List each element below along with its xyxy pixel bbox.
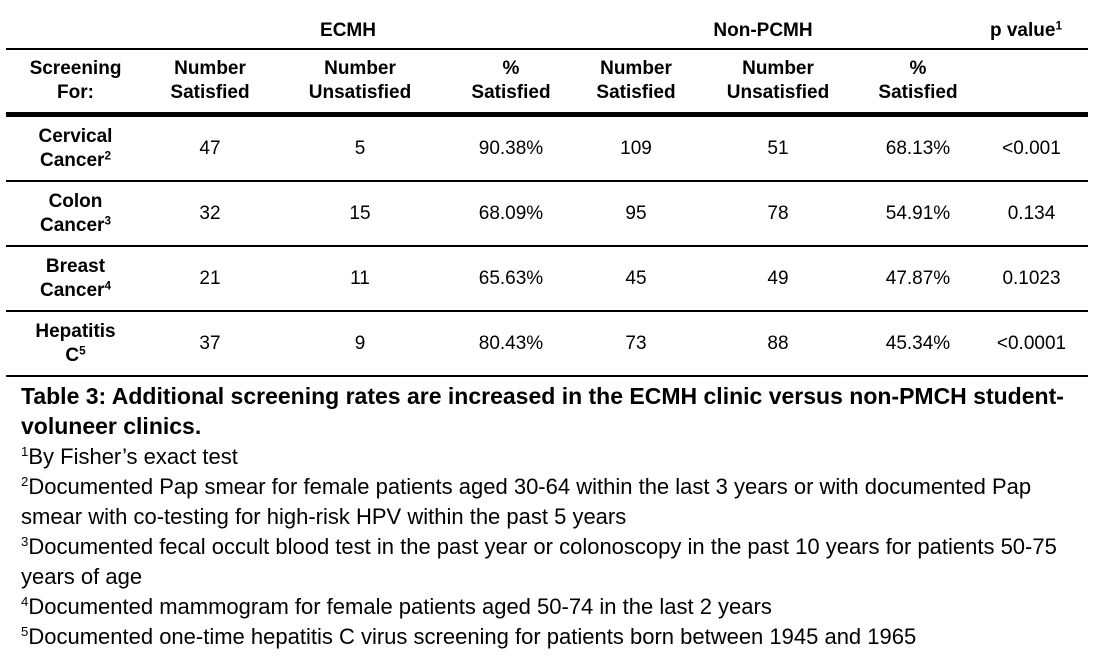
col-header-non-pcmh-number-satisfied: Number Satisfied [577, 50, 695, 117]
col-header-ecmh-number-unsatisfied: Number Unsatisfied [275, 50, 445, 117]
group-header-ecmh: ECMH [320, 20, 376, 41]
table-row: Hepatitis C5 37 9 80.43% 73 88 45.34% <0.0001 [6, 311, 1088, 377]
footnote-mark: 2 [21, 474, 29, 490]
footnotes: 1By Fisher’s exact test 2Documented Pap s… [21, 442, 1096, 652]
row-label-line2: Cancer [40, 214, 105, 236]
row-label-footnote-mark: 4 [104, 279, 111, 293]
footnote-text: Documented fecal occult blood test in th… [21, 534, 1057, 589]
table-cell: 68.13% [861, 114, 975, 182]
table-cell: 15 [275, 181, 445, 247]
table-cell: 47 [145, 114, 275, 182]
table-cell: 45 [577, 246, 695, 312]
table-cell: 9 [275, 311, 445, 377]
footnote: 2Documented Pap smear for female patient… [21, 472, 1096, 532]
col-header-non-pcmh-percent-satisfied: % Satisfied [861, 50, 975, 117]
footnote: 5Documented one-time hepatitis C virus s… [21, 622, 1096, 652]
group-header-p-value: p value1 [966, 20, 1086, 42]
table-cell: 90.38% [445, 114, 577, 182]
table-cell: 65.63% [445, 246, 577, 312]
table-cell: 49 [695, 246, 861, 312]
col-header-non-pcmh-number-unsatisfied: Number Unsatisfied [695, 50, 861, 117]
row-label-line2: C [65, 344, 80, 366]
footnote-text: Documented one-time hepatitis C virus sc… [28, 624, 917, 649]
footnote: 1By Fisher’s exact test [21, 442, 1096, 472]
footnote: 4Documented mammogram for female patient… [21, 592, 1096, 622]
table-cell: 109 [577, 114, 695, 182]
table-row: Cervical Cancer2 47 5 90.38% 109 51 68.13% <0.00… [6, 114, 1088, 182]
col-header-ecmh-percent-satisfied: % Satisfied [445, 50, 577, 117]
table-cell: 0.1023 [975, 246, 1088, 312]
footnote-mark: 1 [21, 444, 29, 460]
footnote-text: Documented mammogram for female patients… [28, 594, 772, 619]
table-cell: 80.43% [445, 311, 577, 377]
footnote-mark: 3 [21, 534, 29, 550]
footnote: 3Documented fecal occult blood test in t… [21, 532, 1096, 592]
row-label-line1: Hepatitis [35, 320, 116, 342]
row-label-line1: Cervical [38, 125, 113, 147]
table-cell: 78 [695, 181, 861, 247]
screening-table: Screening For: Number Satisfied Number Unsa… [6, 50, 1088, 377]
col-header-p-value-blank [975, 50, 1088, 117]
table-cell: 47.87% [861, 246, 975, 312]
table-row: Colon Cancer3 32 15 68.09% 95 78 54.91% 0.134 [6, 181, 1088, 247]
table-cell: 32 [145, 181, 275, 247]
table-caption: Table 3: Additional screening rates are … [21, 383, 1064, 439]
col-header-ecmh-number-satisfied: Number Satisfied [145, 50, 275, 117]
col-header-screening-for: Screening For: [6, 50, 145, 117]
table-cell: 51 [695, 114, 861, 182]
table-cell: <0.001 [975, 114, 1088, 182]
table-cell: 68.09% [445, 181, 577, 247]
table-cell: 37 [145, 311, 275, 377]
header-rule [6, 48, 1088, 50]
footnote-text: Documented Pap smear for female patients… [21, 474, 1032, 529]
row-label-footnote-mark: 5 [79, 344, 86, 358]
row-label: Hepatitis C5 [6, 311, 145, 377]
row-label-line2: Cancer [40, 149, 105, 171]
table-cell: 11 [275, 246, 445, 312]
p-value-footnote-mark: 1 [1055, 19, 1063, 33]
group-header-row: ECMH Non-PCMH p value1 [6, 18, 1088, 48]
table-cell: <0.0001 [975, 311, 1088, 377]
column-header-row: Screening For: Number Satisfied Number Unsa… [6, 50, 1088, 117]
row-label-footnote-mark: 2 [104, 149, 111, 163]
row-label-footnote-mark: 3 [104, 214, 111, 228]
table-cell: 54.91% [861, 181, 975, 247]
p-value-label: p value [989, 20, 1056, 41]
row-label: Colon Cancer3 [6, 181, 145, 247]
row-label-line2: Cancer [40, 279, 105, 301]
row-label: Cervical Cancer2 [6, 114, 145, 182]
table-cell: 73 [577, 311, 695, 377]
table-row: Breast Cancer4 21 11 65.63% 45 49 47.87% 0.1023 [6, 246, 1088, 312]
footnote-mark: 5 [21, 624, 29, 640]
footnote-text: By Fisher’s exact test [28, 444, 238, 469]
row-label: Breast Cancer4 [6, 246, 145, 312]
footnote-mark: 4 [21, 594, 29, 610]
table-cell: 5 [275, 114, 445, 182]
row-label-line1: Colon [48, 190, 103, 212]
table-cell: 45.34% [861, 311, 975, 377]
table-cell: 95 [577, 181, 695, 247]
table-cell: 0.134 [975, 181, 1088, 247]
group-header-non-pcmh: Non-PCMH [713, 20, 813, 41]
table-cell: 88 [695, 311, 861, 377]
table-cell: 21 [145, 246, 275, 312]
row-label-line1: Breast [45, 255, 106, 277]
